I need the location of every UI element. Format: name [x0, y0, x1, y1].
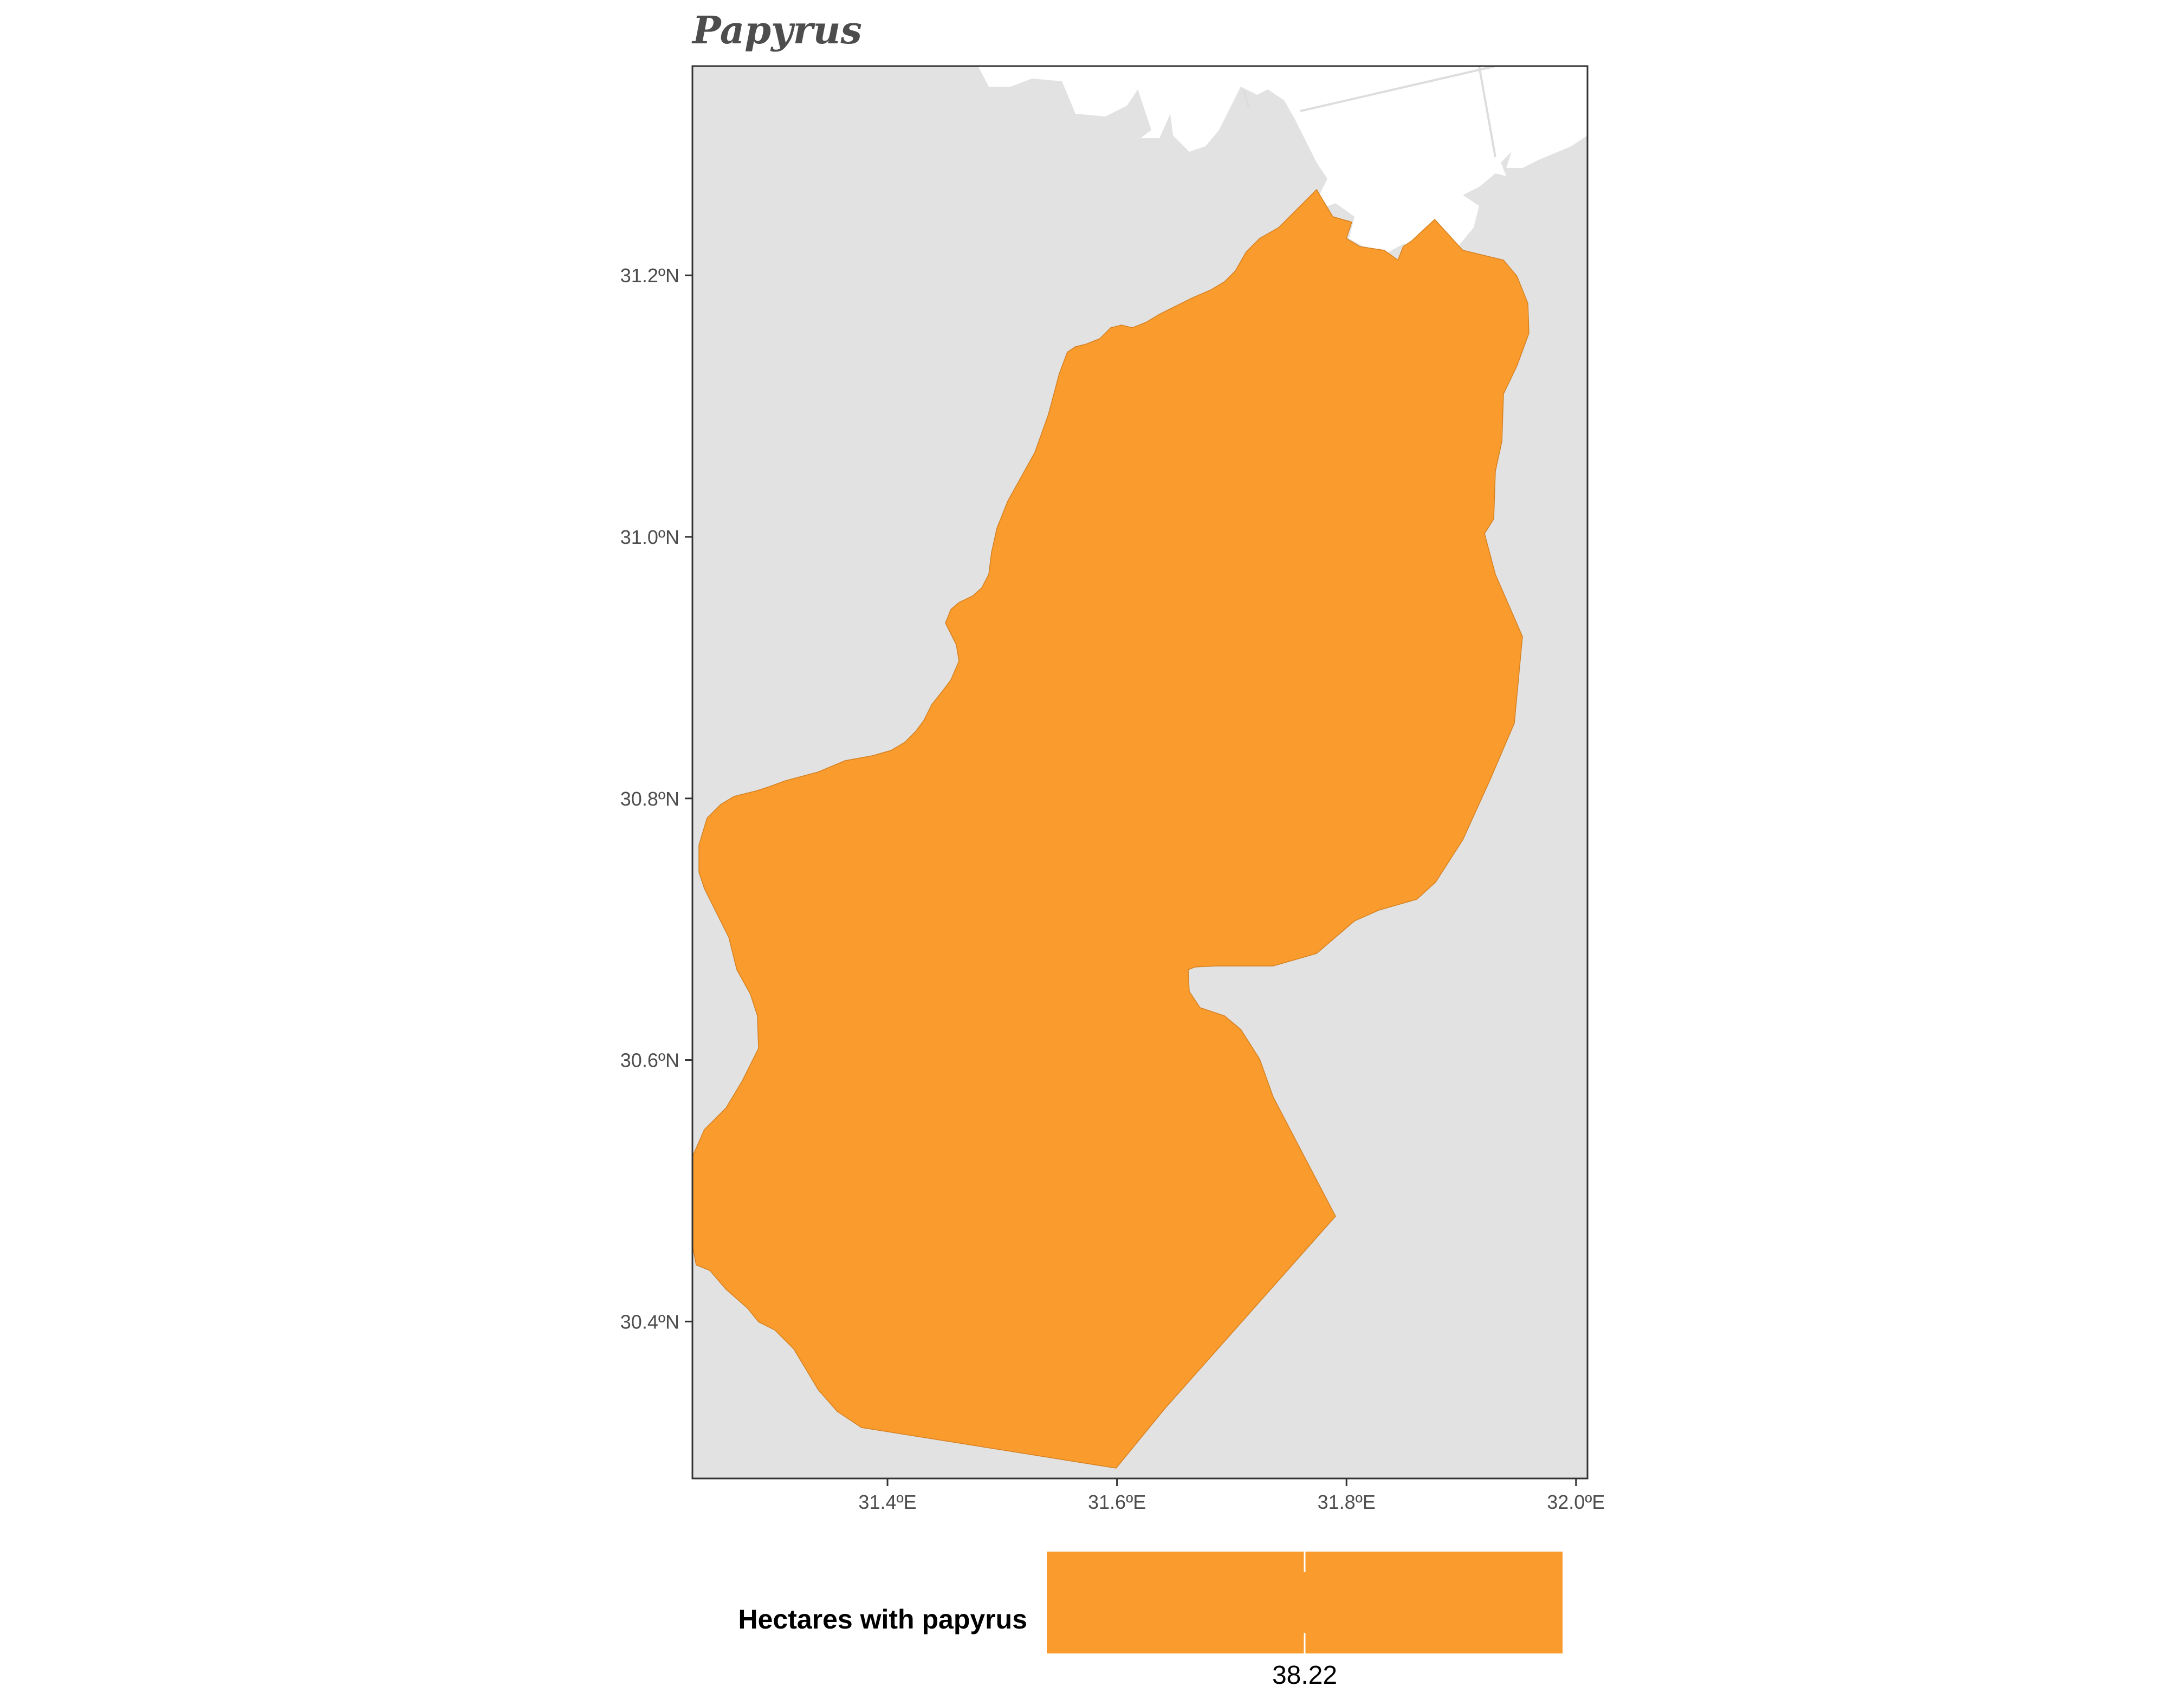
x-tick-label: 31.6ºE [1088, 1491, 1146, 1513]
y-tick-label: 30.4ºN [620, 1311, 679, 1333]
y-axis: 31.2ºN 31.0ºN 30.8ºN 30.6ºN 30.4ºN [620, 264, 692, 1333]
legend-value-label: 38.22 [1272, 1661, 1337, 1690]
x-tick-label: 31.8ºE [1318, 1491, 1376, 1513]
border-line [1300, 66, 1496, 112]
map-title: Papyrus [691, 8, 862, 53]
x-tick-label: 31.4ºE [858, 1491, 916, 1513]
legend: Hectares with papyrus 38.22 [738, 1552, 1563, 1690]
y-tick-label: 31.2ºN [620, 264, 679, 287]
legend-title: Hectares with papyrus [738, 1604, 1027, 1634]
x-tick-label: 32.0ºE [1547, 1491, 1605, 1513]
x-axis: 31.4ºE 31.6ºE 31.8ºE 32.0ºE [858, 1478, 1605, 1513]
y-tick-label: 30.8ºN [620, 788, 679, 810]
papyrus-region [692, 189, 1530, 1469]
border-line [1478, 66, 1496, 158]
border-line [1242, 89, 1250, 109]
y-tick-label: 30.6ºN [620, 1049, 679, 1072]
map-panel-border [691, 65, 1589, 1480]
y-tick-label: 31.0ºN [620, 526, 679, 548]
